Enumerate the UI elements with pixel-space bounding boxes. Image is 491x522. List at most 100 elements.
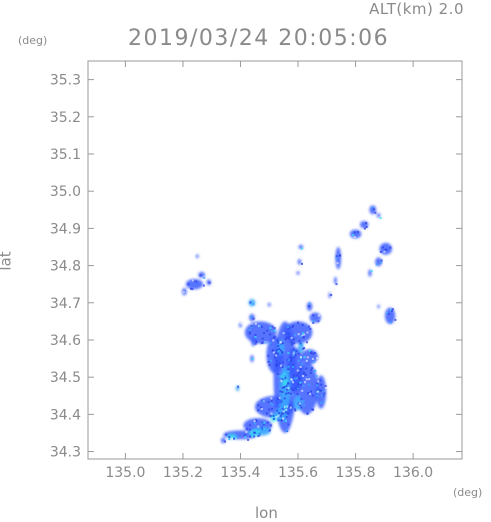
x-tick-label: 136.0: [393, 465, 433, 481]
echo-speckle: [310, 369, 313, 372]
echo-speckle: [290, 357, 293, 360]
y-tick-label: 34.4: [50, 407, 81, 423]
echo-speckle: [307, 383, 310, 386]
echo-speckle: [303, 347, 306, 349]
echo-speckle: [199, 274, 202, 277]
echo-speckle: [301, 389, 304, 392]
echo-speckle: [294, 409, 297, 412]
echo-speckle: [287, 368, 290, 371]
echo-speckle: [275, 363, 277, 366]
echo-speckle: [307, 392, 310, 395]
echo-speckle: [314, 369, 317, 372]
echo-speckle: [394, 318, 397, 321]
echo-speckle: [317, 314, 320, 317]
echo-speckle: [288, 326, 291, 329]
echo-speckle: [297, 352, 300, 355]
echo-speckle: [308, 305, 310, 308]
echo-speckle: [245, 427, 248, 430]
echo-speckle: [267, 354, 270, 357]
echo-speckle: [279, 341, 282, 344]
echo-speckle: [312, 408, 315, 411]
echo-speckle: [258, 433, 261, 436]
echo-speckle: [281, 351, 284, 354]
y-tick-label: 34.3: [50, 445, 81, 461]
echo-speckle: [285, 336, 288, 339]
echo-speckle: [261, 399, 264, 402]
echo-speckle: [292, 389, 295, 391]
echo-speckle: [260, 406, 263, 409]
echo-speckle: [261, 341, 264, 344]
echo-speckle: [254, 322, 257, 325]
y-tick-label: 34.5: [50, 370, 81, 386]
echo-speckle: [303, 356, 306, 359]
echo-speckle: [297, 383, 299, 385]
echo-speckle: [287, 423, 290, 426]
echo-speckle: [285, 411, 287, 414]
echo-speckle: [301, 262, 303, 265]
echo-speckle: [319, 389, 322, 392]
echo-speckle: [270, 400, 273, 403]
echo-speckle: [303, 333, 306, 336]
echo-speckle: [260, 426, 263, 429]
echo-speckle: [363, 227, 366, 230]
echo-speckle: [284, 410, 287, 413]
echo-speckle: [269, 333, 272, 336]
y-tick-label: 34.6: [50, 333, 81, 349]
echo-speckle: [317, 388, 320, 391]
echo-speckle: [192, 279, 194, 282]
echo-speckle: [250, 324, 253, 327]
echo-speckle: [284, 338, 287, 341]
echo-speckle: [308, 378, 311, 381]
echo-speckle: [260, 427, 263, 430]
echo-speckle: [281, 349, 284, 352]
echo-speckle: [322, 390, 325, 393]
echo-speckle: [305, 373, 308, 376]
echo-speckle: [257, 435, 260, 438]
echo-speckle: [290, 341, 293, 344]
echo-speckle: [308, 302, 311, 305]
echo-speckle: [299, 367, 302, 370]
echo-speckle: [320, 383, 323, 386]
echo-speckle: [275, 352, 278, 355]
echo-speckle: [305, 367, 308, 370]
echo-speckle: [288, 406, 291, 409]
echo-speckle: [270, 359, 272, 362]
echo-speckle: [299, 381, 302, 384]
y-axis-ticks: 34.3 34.4 34.5 34.6 34.7 34.8 34.9 35.0 35.1 35.2…: [50, 73, 462, 461]
echo-speckle: [287, 352, 290, 355]
echo-speckle: [278, 348, 281, 350]
echo-speckle: [381, 246, 384, 249]
echo-speckle: [311, 394, 314, 397]
echo-speckle: [312, 319, 315, 322]
echo-speckle: [301, 247, 303, 250]
echo-speckle: [384, 248, 387, 251]
echo-speckle: [244, 436, 247, 438]
echo-speckle: [379, 217, 382, 219]
echo-speckle: [277, 419, 280, 422]
echo-speckle: [280, 406, 283, 409]
echo-speckle: [299, 356, 302, 358]
x-tick-label: 135.4: [220, 465, 260, 481]
echo-speckle: [272, 339, 275, 342]
echo-speckle: [322, 400, 325, 403]
echo-speckle: [365, 222, 368, 225]
echo-speckle: [295, 350, 298, 352]
echo-speckle: [280, 400, 283, 403]
echo-speckle: [248, 332, 251, 335]
echo-speckle: [287, 332, 290, 335]
echo-speckle: [283, 397, 286, 400]
precipitation-speckle-layer: [182, 206, 397, 443]
echo-speckle: [261, 428, 264, 430]
echo-speckle: [249, 316, 252, 319]
echo-speckle: [319, 401, 322, 404]
echo-speckle: [268, 428, 271, 431]
echo-speckle: [287, 365, 290, 368]
echo-speckle: [247, 438, 250, 441]
echo-speckle: [389, 309, 392, 312]
echo-speckle: [203, 277, 206, 279]
echo-speckle: [313, 352, 316, 354]
echo-speckle: [292, 348, 295, 351]
echo-speckle: [300, 406, 303, 409]
echo-speckle: [285, 419, 287, 422]
